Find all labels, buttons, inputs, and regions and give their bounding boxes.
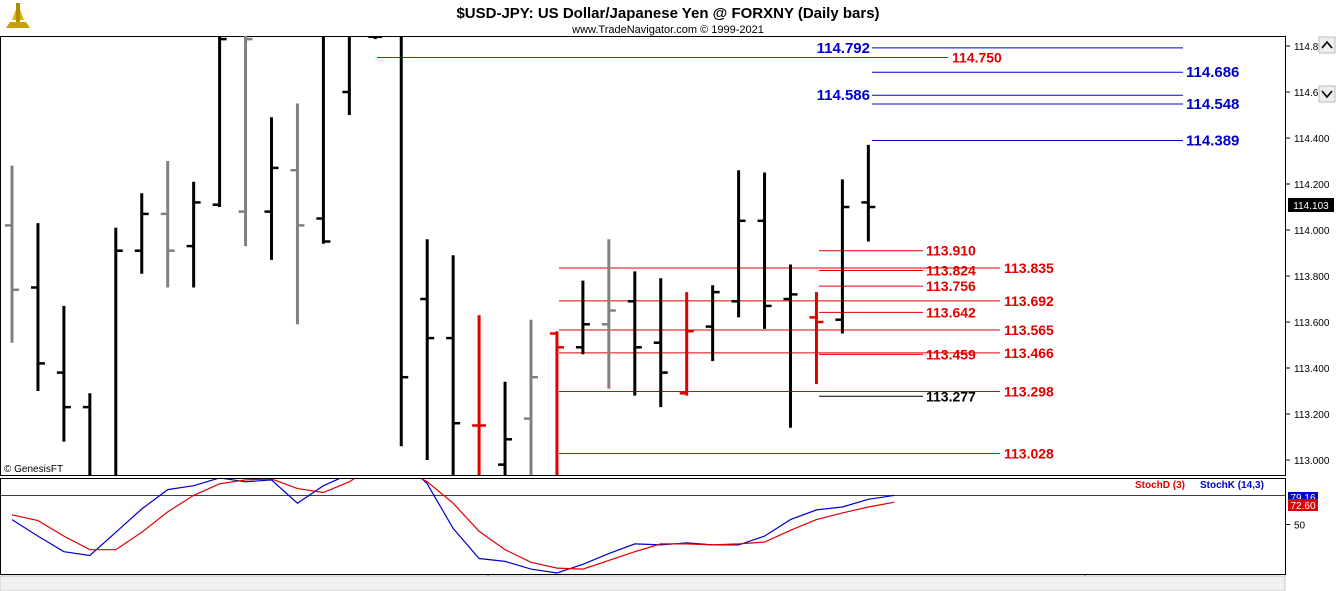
chevron-up-icon <box>1321 40 1333 49</box>
scroll-down-button[interactable] <box>1318 85 1336 103</box>
y-tick-label: 113.800 <box>1294 272 1330 283</box>
ohlc-bar <box>399 36 409 447</box>
y-tick-label: 114.800 <box>1294 42 1330 53</box>
ohlc-bar <box>160 161 175 288</box>
y-tick-label: 113.600 <box>1294 318 1330 329</box>
ohlc-bar <box>5 165 19 343</box>
level-label: 113.642 <box>926 304 976 320</box>
level-label: 113.910 <box>926 243 976 259</box>
y-tick-label: 114.600 <box>1294 88 1330 99</box>
ohlc-bar <box>549 331 564 475</box>
stochastic-lines <box>11 479 895 574</box>
level-label: 114.548 <box>1186 96 1239 113</box>
level-label: 113.466 <box>1004 345 1054 361</box>
level-label: 113.835 <box>1004 260 1054 276</box>
oscillator-panel <box>0 478 1286 575</box>
ohlc-bar <box>56 305 71 442</box>
ohlc-bar <box>757 172 772 329</box>
ohlc-bar <box>575 280 590 355</box>
ohlc-bar <box>114 227 123 475</box>
level-label: 113.756 <box>926 278 976 294</box>
y-tick-label: 114.400 <box>1294 134 1330 145</box>
watermark: © GenesisFT <box>4 464 63 475</box>
level-label: 113.459 <box>926 346 976 362</box>
stoch-series-line <box>11 479 895 574</box>
price-levels: 114.792 114.750 114.686 114.586 114.548 114.3… <box>377 40 1239 462</box>
chevron-down-icon <box>1321 90 1333 99</box>
ohlc-bar <box>368 36 383 40</box>
level-label: 114.389 <box>1186 133 1239 150</box>
y-tick-label: 113.400 <box>1294 364 1330 375</box>
ohlc-bar <box>290 103 305 325</box>
stochk-value-box <box>1288 492 1318 502</box>
ohlc-bar <box>82 393 92 475</box>
stochd-value-box <box>1288 499 1318 511</box>
level-label: 113.692 <box>1004 293 1054 309</box>
chart-title: $USD-JPY: US Dollar/Japanese Yen @ FORXN… <box>456 5 879 22</box>
ohlc-bar <box>524 319 538 475</box>
logo-icon <box>6 3 30 28</box>
ohlc-bar <box>498 381 513 475</box>
ohlc-bar <box>705 285 720 362</box>
price-bars <box>5 36 876 475</box>
level-label: 114.586 <box>817 87 870 104</box>
level-label: 114.750 <box>952 50 1002 66</box>
ohlc-bar <box>809 292 824 385</box>
ohlc-bar <box>783 264 798 428</box>
osc-tick-label: 50 <box>1294 521 1306 532</box>
ohlc-bar <box>342 36 351 115</box>
ohlc-bar <box>212 36 227 207</box>
last-price-box <box>1288 198 1334 212</box>
horizontal-scrollbar[interactable] <box>0 575 1286 591</box>
y-tick-label: 113.000 <box>1294 456 1330 467</box>
ohlc-bar <box>420 239 435 460</box>
level-label: 114.792 <box>817 40 870 57</box>
ohlc-bar <box>627 271 642 396</box>
ohlc-bar <box>679 292 694 396</box>
y-tick-label: 113.200 <box>1294 410 1330 421</box>
y-tick-label: 114.200 <box>1294 180 1330 191</box>
price-panel <box>0 36 1286 476</box>
stochd-value: 72.60 <box>1290 501 1315 512</box>
stochk-value: 79.16 <box>1290 493 1315 504</box>
price-y-axis: 114.800 114.600 114.400 114.200 114.000 113.8… <box>1285 42 1330 467</box>
ohlc-bar <box>134 193 149 274</box>
ohlc-bar <box>472 315 487 475</box>
osc-y-axis: 50 <box>1285 521 1306 532</box>
stoch-series-line <box>11 479 895 570</box>
level-label: 113.565 <box>1004 322 1054 338</box>
scroll-up-button[interactable] <box>1318 36 1336 54</box>
ohlc-bar <box>186 181 201 288</box>
last-price-label: 114.103 <box>1293 201 1329 212</box>
level-label: 113.277 <box>926 388 976 404</box>
level-label: 113.824 <box>926 262 976 278</box>
ohlc-bar <box>446 255 461 475</box>
ohlc-bar <box>731 170 746 318</box>
level-label: 113.298 <box>1004 383 1054 399</box>
ohlc-bar <box>264 117 279 260</box>
y-tick-label: 114.000 <box>1294 226 1330 237</box>
ohlc-bar <box>653 278 668 408</box>
ohlc-bar <box>316 36 331 244</box>
level-label: 114.686 <box>1186 64 1239 81</box>
level-label: 113.028 <box>1004 446 1054 462</box>
legend-stochk: StochK (14,3) <box>1200 480 1264 491</box>
ohlc-bar <box>238 36 253 247</box>
ohlc-bar <box>30 223 45 391</box>
legend-stochd: StochD (3) <box>1135 480 1185 491</box>
ohlc-bar <box>861 144 876 242</box>
chart-subtitle: www.TradeNavigator.com © 1999-2021 <box>571 24 764 36</box>
ohlc-bar <box>601 239 616 389</box>
ohlc-bar <box>835 179 850 334</box>
